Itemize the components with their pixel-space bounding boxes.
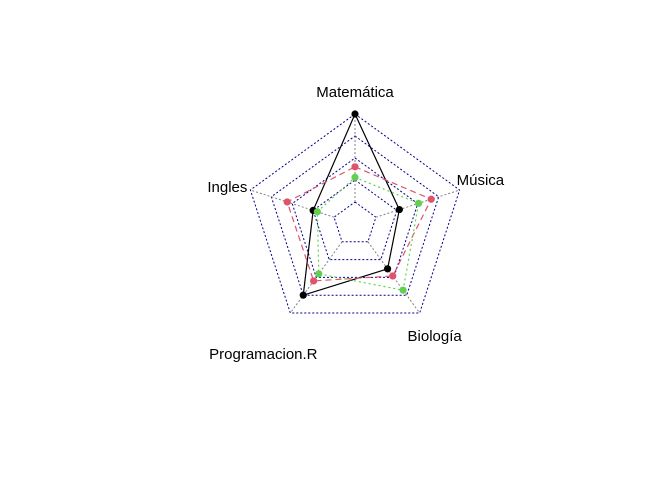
- axis-label: Biología: [408, 328, 463, 345]
- axis-label: Matemática: [316, 84, 394, 101]
- axis-label: Música: [457, 172, 505, 189]
- grid-spoke: [375, 189, 460, 218]
- data-point: [389, 272, 397, 280]
- grid-spoke: [289, 241, 343, 314]
- grid-ring: [333, 201, 377, 243]
- series-line: [316, 176, 420, 291]
- axis-label: Programacion.R: [209, 346, 318, 363]
- axis-labels: Matemática Música Biología Programacion.R In…: [207, 84, 504, 363]
- series-3: [313, 173, 423, 294]
- radar-grid: [249, 113, 461, 314]
- data-point: [313, 208, 321, 216]
- grid-ring: [291, 157, 419, 278]
- series-line: [286, 166, 432, 282]
- series-line: [302, 112, 400, 297]
- grid-ring: [312, 179, 398, 261]
- grid-ring: [249, 113, 461, 314]
- data-point: [351, 173, 359, 181]
- radar-series: [283, 110, 435, 299]
- data-point: [395, 205, 403, 214]
- data-point: [315, 270, 323, 278]
- data-point: [351, 163, 359, 171]
- data-point: [427, 195, 435, 203]
- data-point: [283, 198, 291, 206]
- data-point: [383, 265, 392, 273]
- axis-label: Ingles: [207, 179, 247, 196]
- data-point: [399, 286, 407, 294]
- grid-spoke: [250, 189, 335, 218]
- series-2: [283, 163, 435, 285]
- data-point: [415, 199, 423, 207]
- data-point: [351, 110, 359, 118]
- series-1: [299, 110, 403, 299]
- data-point: [299, 291, 307, 299]
- data-point: [310, 277, 318, 285]
